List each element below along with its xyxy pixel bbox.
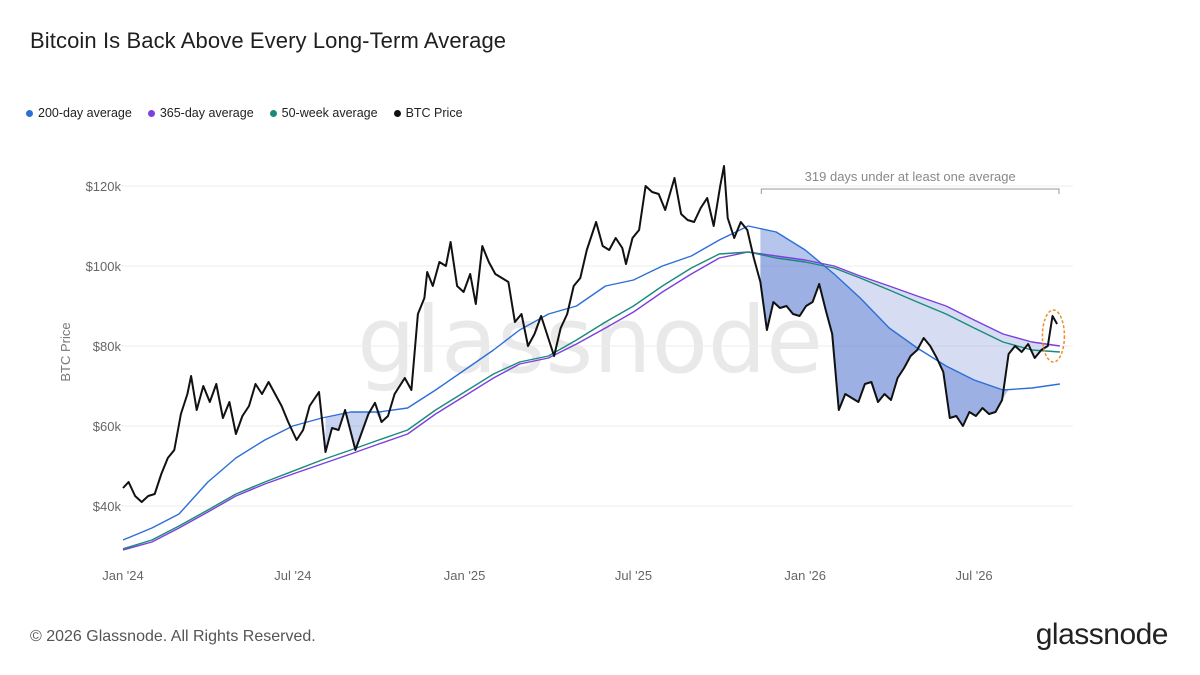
y-tick-label: $120k	[86, 179, 122, 194]
legend: 200-day average 365-day average 50-week …	[26, 106, 463, 120]
series-line-btc-price	[122, 165, 1058, 503]
x-tick-label: Jan '26	[784, 568, 826, 583]
watermark: glassnode	[357, 287, 823, 394]
x-tick-label: Jul '24	[274, 568, 311, 583]
shaded-region-200-day-2024	[325, 411, 382, 452]
legend-item-365-day[interactable]: 365-day average	[147, 106, 254, 120]
chart-title: Bitcoin Is Back Above Every Long-Term Av…	[30, 28, 507, 53]
glassnode-logo[interactable]: glassnode	[1035, 618, 1169, 651]
x-tick-label: Jan '24	[102, 568, 144, 583]
y-tick-label: $80k	[93, 339, 122, 354]
y-axis-label: BTC Price	[58, 322, 73, 381]
y-tick-label: $40k	[93, 499, 122, 514]
legend-label-365-day: 365-day average	[159, 106, 254, 120]
series-line-200-day-average	[122, 225, 1060, 541]
y-tick-label: $60k	[93, 419, 122, 434]
highlight-ellipse	[1041, 309, 1066, 363]
legend-item-50-week[interactable]: 50-week average	[269, 106, 378, 120]
legend-dot-365-day	[147, 109, 155, 117]
legend-dot-50-week	[269, 109, 277, 117]
shaded-region-200-day	[760, 228, 1053, 426]
annotation-bracket	[760, 188, 1060, 194]
legend-label-200-day: 200-day average	[38, 106, 132, 120]
legend-label-btc-price: BTC Price	[405, 106, 463, 120]
legend-item-200-day[interactable]: 200-day average	[26, 106, 132, 120]
legend-item-btc-price[interactable]: BTC Price	[393, 106, 463, 120]
legend-dot-btc-price	[393, 109, 401, 117]
series-line-365-day-average	[122, 251, 1060, 551]
series-line-50-week-average	[122, 251, 1060, 550]
x-tick-label: Jul '26	[955, 568, 992, 583]
legend-dot-200-day	[26, 109, 33, 117]
copyright-text: © 2026 Glassnode. All Rights Reserved.	[30, 628, 316, 645]
annotation-text: 319 days under at least one average	[805, 169, 1016, 184]
x-tick-label: Jan '25	[444, 568, 486, 583]
x-tick-label: Jul '25	[615, 568, 652, 583]
legend-label-50-week: 50-week average	[281, 106, 378, 120]
y-tick-label: $100k	[86, 259, 122, 274]
